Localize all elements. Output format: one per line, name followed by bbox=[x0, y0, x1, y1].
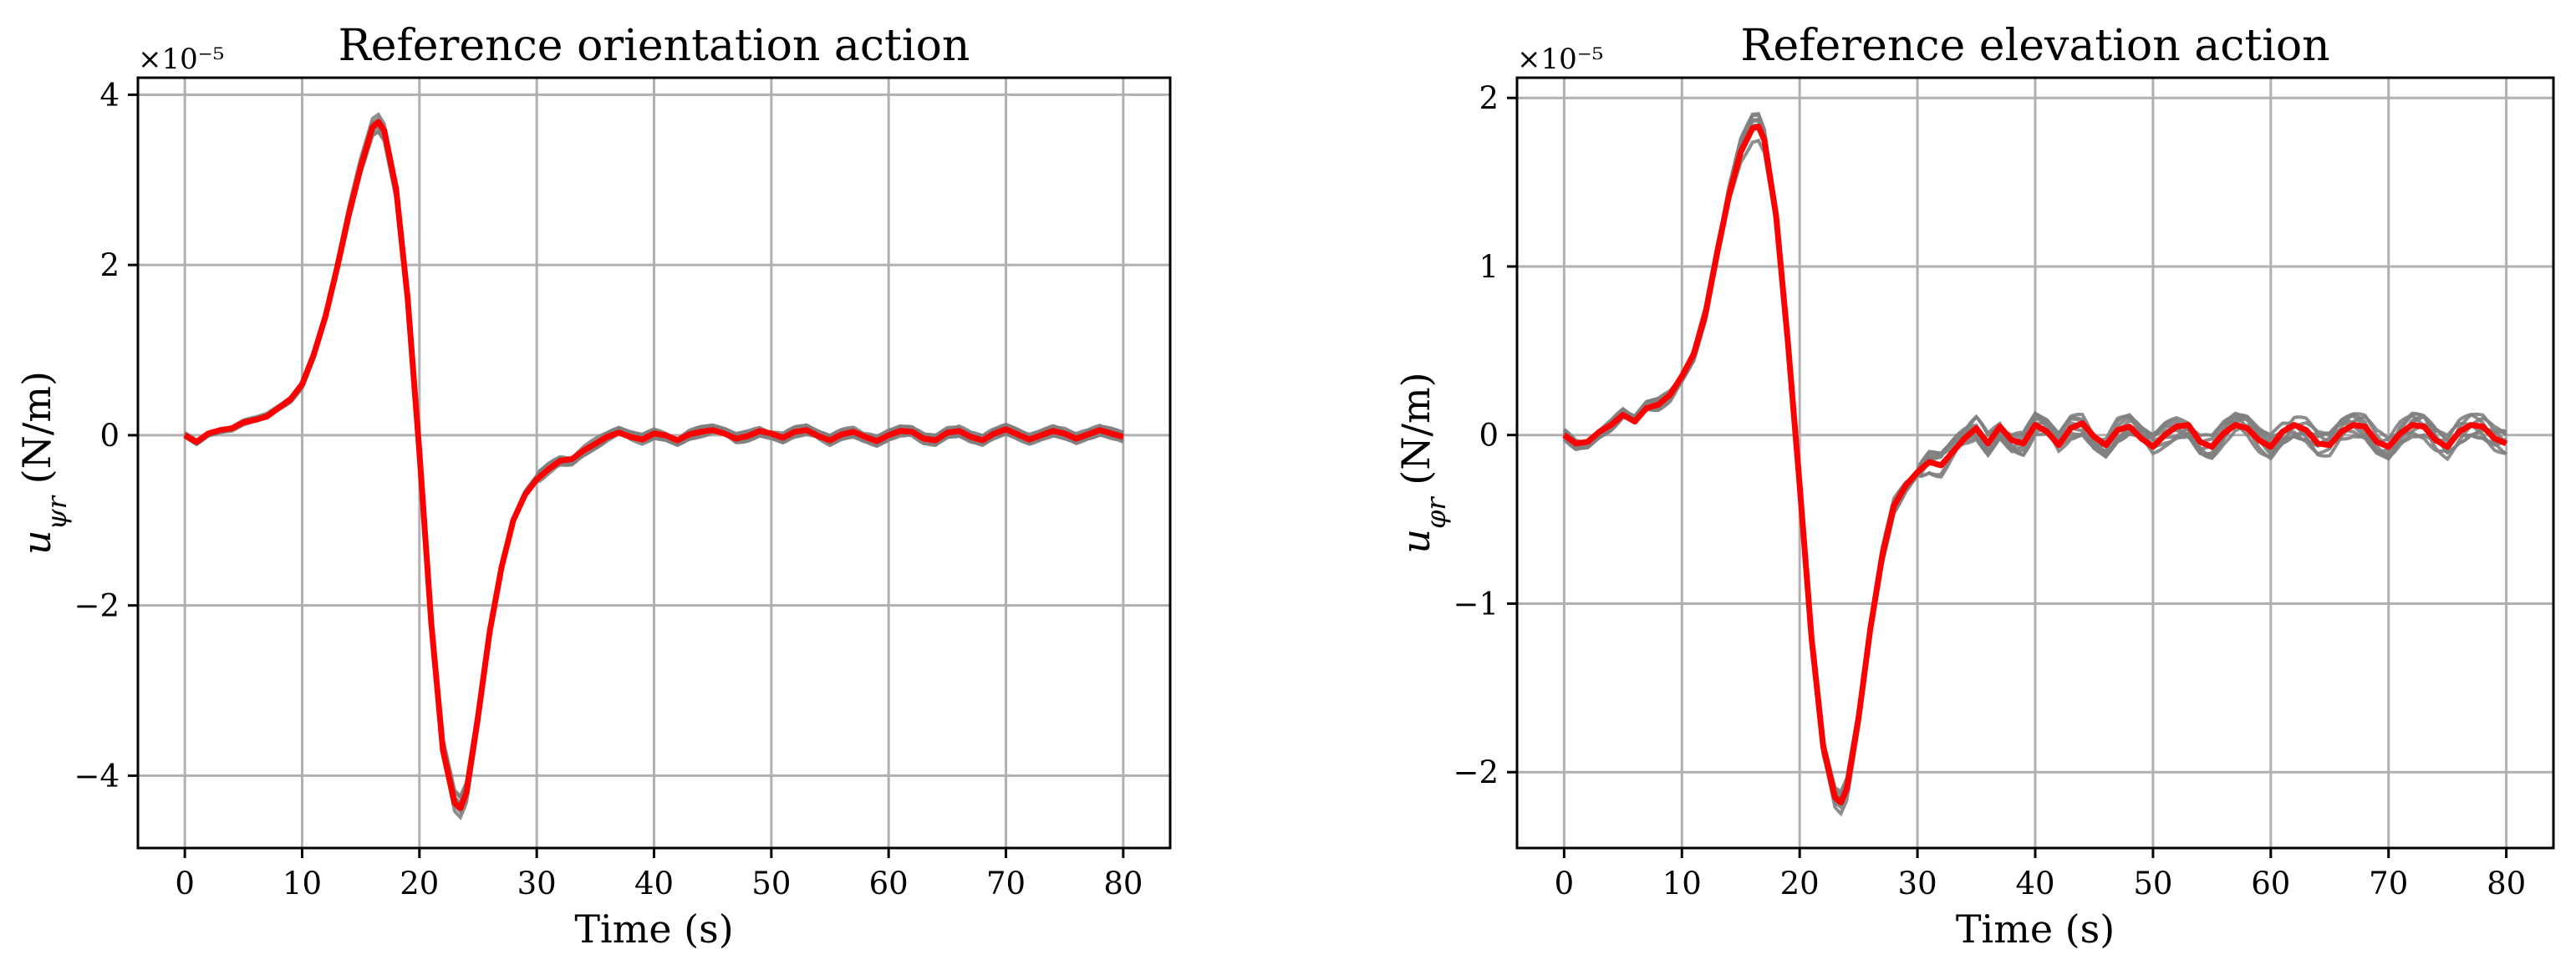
y-multiplier: ×10⁻⁵ bbox=[1517, 43, 1603, 76]
x-axis-label: Time (s) bbox=[574, 907, 733, 952]
y-tick-label: 2 bbox=[1479, 80, 1499, 116]
y-tick-label: 0 bbox=[99, 418, 120, 454]
x-tick-label: 50 bbox=[751, 866, 791, 901]
x-tick-label: 80 bbox=[2487, 866, 2526, 901]
y-multiplier: ×10⁻⁵ bbox=[138, 43, 224, 76]
x-tick-label: 0 bbox=[175, 866, 195, 901]
x-tick-label: 40 bbox=[634, 866, 674, 901]
x-axis-label: Time (s) bbox=[1956, 907, 2115, 952]
y-tick-label: −4 bbox=[74, 758, 120, 794]
chart-title: Reference elevation action bbox=[1740, 21, 2329, 71]
y-tick-label: 1 bbox=[1479, 249, 1499, 285]
y-tick-label: 2 bbox=[99, 247, 120, 283]
x-tick-label: 0 bbox=[1555, 866, 1575, 901]
x-tick-label: 20 bbox=[400, 866, 439, 901]
chart-elevation: 0 10 20 30 40 50 60 70 80 −2 −1 0 1 2 Reference eleva… bbox=[1393, 21, 2555, 952]
y-tick-label: 0 bbox=[1479, 418, 1499, 454]
x-tick-label: 70 bbox=[2369, 866, 2408, 901]
x-tick-label: 20 bbox=[1780, 866, 1820, 901]
y-tick-label: 4 bbox=[99, 77, 120, 113]
reference-series-line bbox=[1562, 124, 2507, 805]
x-tick-label: 10 bbox=[283, 866, 322, 901]
chart-orientation: 0 10 20 30 40 50 60 70 80 −4 −2 0 2 4 Reference orien… bbox=[14, 21, 1172, 952]
x-tick-label: 60 bbox=[2251, 866, 2290, 901]
x-tick-label: 10 bbox=[1662, 866, 1702, 901]
y-axis-label: uφr (N/m) bbox=[1393, 372, 1452, 553]
x-tick-label: 30 bbox=[517, 866, 557, 901]
y-axis-label: uψr (N/m) bbox=[14, 371, 73, 555]
chart-title: Reference orientation action bbox=[339, 21, 970, 71]
y-tick-label: −2 bbox=[74, 588, 120, 624]
x-tick-label: 60 bbox=[869, 866, 909, 901]
x-tick-label: 40 bbox=[2015, 866, 2054, 901]
reference-series-line bbox=[183, 119, 1124, 811]
x-tick-label: 30 bbox=[1898, 866, 1937, 901]
x-tick-label: 70 bbox=[986, 866, 1026, 901]
x-tick-label: 80 bbox=[1103, 866, 1143, 901]
y-tick-label: −2 bbox=[1453, 754, 1499, 790]
y-tick-label: −1 bbox=[1453, 586, 1499, 622]
x-tick-label: 50 bbox=[2133, 866, 2172, 901]
